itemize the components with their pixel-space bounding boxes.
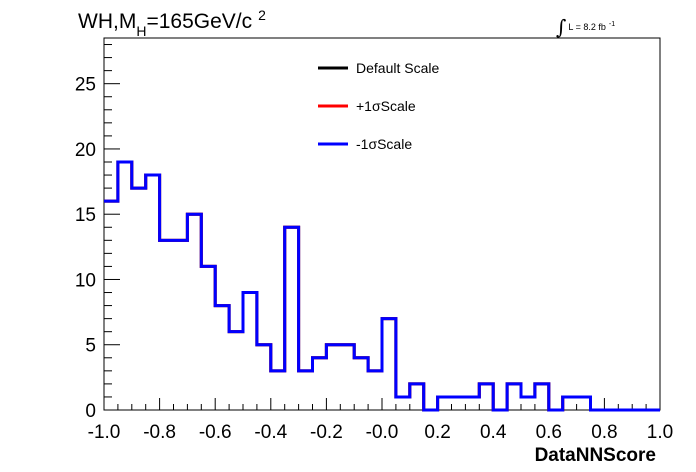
legend-label: -1σScale — [356, 136, 412, 152]
series-layer — [104, 160, 660, 412]
x-tick-label: -0.6 — [199, 422, 232, 443]
y-tick-label: 25 — [75, 75, 96, 96]
legend-label: Default Scale — [356, 60, 439, 76]
x-tick-label: -0.0 — [366, 422, 399, 443]
x-tick-label: 0.2 — [424, 422, 450, 443]
x-tick-label: 0.8 — [591, 422, 617, 443]
x-tick-label: 1.0 — [647, 422, 673, 443]
y-tick-label: 0 — [85, 401, 96, 422]
y-tick-label: 20 — [75, 140, 96, 161]
x-tick-label: -0.2 — [310, 422, 343, 443]
y-tick-label: 15 — [75, 205, 96, 226]
x-tick-label: -0.8 — [143, 422, 176, 443]
series-line-1 — [104, 160, 660, 412]
series-line-2 — [104, 160, 660, 412]
x-tick-label: -1.0 — [88, 422, 121, 443]
x-tick-label: -0.4 — [254, 422, 287, 443]
y-tick-label: 10 — [75, 270, 96, 291]
x-tick-label: 0.6 — [536, 422, 562, 443]
series-line-3 — [104, 160, 660, 412]
luminosity-label: ∫ L = 8.2 fb -1 — [556, 15, 615, 39]
x-axis-label: DataNNScore — [535, 445, 656, 466]
legend-label: +1σScale — [356, 98, 416, 114]
chart-title: WH,MH=165GeV/c 2 — [78, 7, 266, 39]
axes: -1.0 -0.8 -0.6 -0.4 -0.2 -0.0 0.2 0.4 0.6 0.8 1.0 0… — [75, 44, 673, 443]
y-tick-label: 5 — [85, 336, 96, 357]
legend: Default Scale +1σScale -1σScale — [318, 60, 439, 152]
x-tick-label: 0.4 — [480, 422, 507, 443]
